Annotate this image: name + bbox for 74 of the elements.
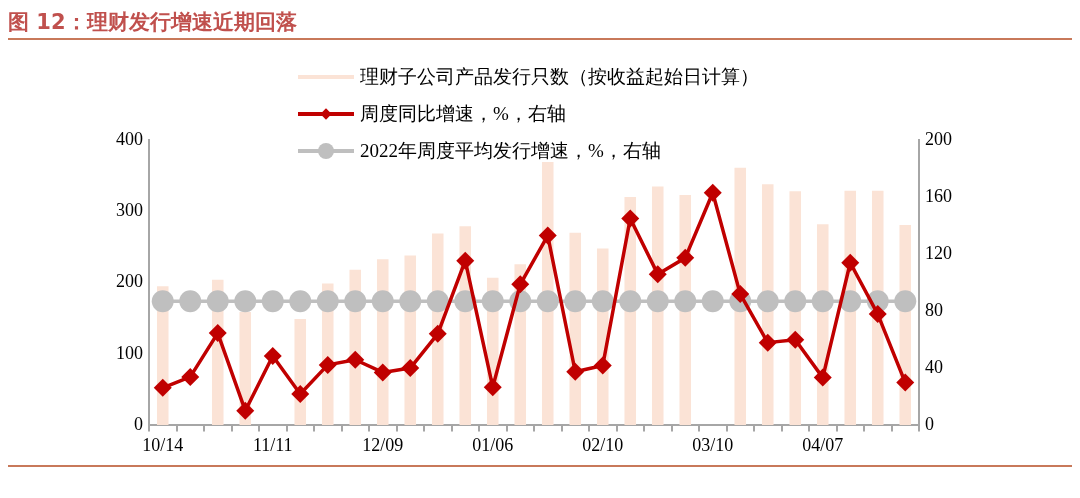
y2-tick-label: 120 <box>925 242 952 263</box>
y-tick-label: 400 <box>116 128 143 149</box>
point <box>868 305 887 324</box>
point <box>151 290 174 313</box>
point <box>621 209 640 228</box>
point <box>481 290 504 313</box>
legend-label: 2022年周度平均发行增速，%，右轴 <box>360 139 661 163</box>
y-tick-label: 0 <box>134 414 143 435</box>
point <box>536 290 559 313</box>
point <box>316 290 339 313</box>
point <box>289 290 312 313</box>
x-tick-label: 01/06 <box>472 434 514 455</box>
point <box>593 356 612 375</box>
point <box>564 290 587 313</box>
point <box>236 401 255 420</box>
point <box>894 290 917 313</box>
point <box>511 275 530 294</box>
x-tick-label: 10/14 <box>142 434 184 455</box>
x-tick-label: 04/07 <box>802 434 844 455</box>
point <box>784 290 807 313</box>
x-tick-label: 12/09 <box>362 434 404 455</box>
point <box>648 265 667 284</box>
legend-label: 周度同比增速，%，右轴 <box>360 102 566 126</box>
y-tick-label: 100 <box>116 342 143 363</box>
point <box>591 290 614 313</box>
point <box>756 290 779 313</box>
point <box>346 350 365 369</box>
point <box>456 251 475 270</box>
point <box>318 355 337 374</box>
point <box>786 330 805 349</box>
y2-tick-label: 40 <box>925 357 943 378</box>
x-tick-label: 03/10 <box>692 434 734 455</box>
point <box>566 362 585 381</box>
point <box>813 368 832 387</box>
point <box>428 324 447 343</box>
point <box>758 333 777 352</box>
x-tick-label: 02/10 <box>582 434 624 455</box>
y-tick-label: 300 <box>116 200 143 221</box>
point <box>371 290 394 313</box>
point <box>373 363 392 382</box>
legend-label: 理财子公司产品发行只数（按收益起始日计算） <box>360 65 759 89</box>
y2-tick-label: 80 <box>925 299 943 320</box>
point <box>179 290 202 313</box>
point <box>674 290 697 313</box>
point <box>206 290 229 313</box>
point <box>811 290 834 313</box>
point <box>896 373 915 392</box>
point <box>234 290 257 313</box>
point <box>153 378 172 397</box>
point <box>646 290 669 313</box>
y2-tick-label: 0 <box>925 414 934 435</box>
y2-tick-label: 160 <box>925 185 952 206</box>
point <box>841 253 860 272</box>
y-tick-label: 200 <box>116 271 143 292</box>
point <box>344 290 367 313</box>
y2-tick-label: 200 <box>925 128 952 149</box>
point <box>399 290 422 313</box>
point <box>291 385 310 404</box>
bar <box>734 167 747 425</box>
point <box>401 359 420 378</box>
point <box>538 226 557 245</box>
point <box>483 378 502 397</box>
point <box>263 347 282 366</box>
point <box>701 290 724 313</box>
x-tick-label: 11/11 <box>252 434 293 455</box>
point <box>208 324 227 343</box>
point <box>703 183 722 202</box>
chart-title: 图 12：理财发行增速近期回落 <box>8 8 1072 40</box>
point <box>619 290 642 313</box>
point <box>261 290 284 313</box>
point <box>426 290 449 313</box>
point <box>181 367 200 386</box>
point <box>731 285 750 304</box>
point <box>676 248 695 267</box>
